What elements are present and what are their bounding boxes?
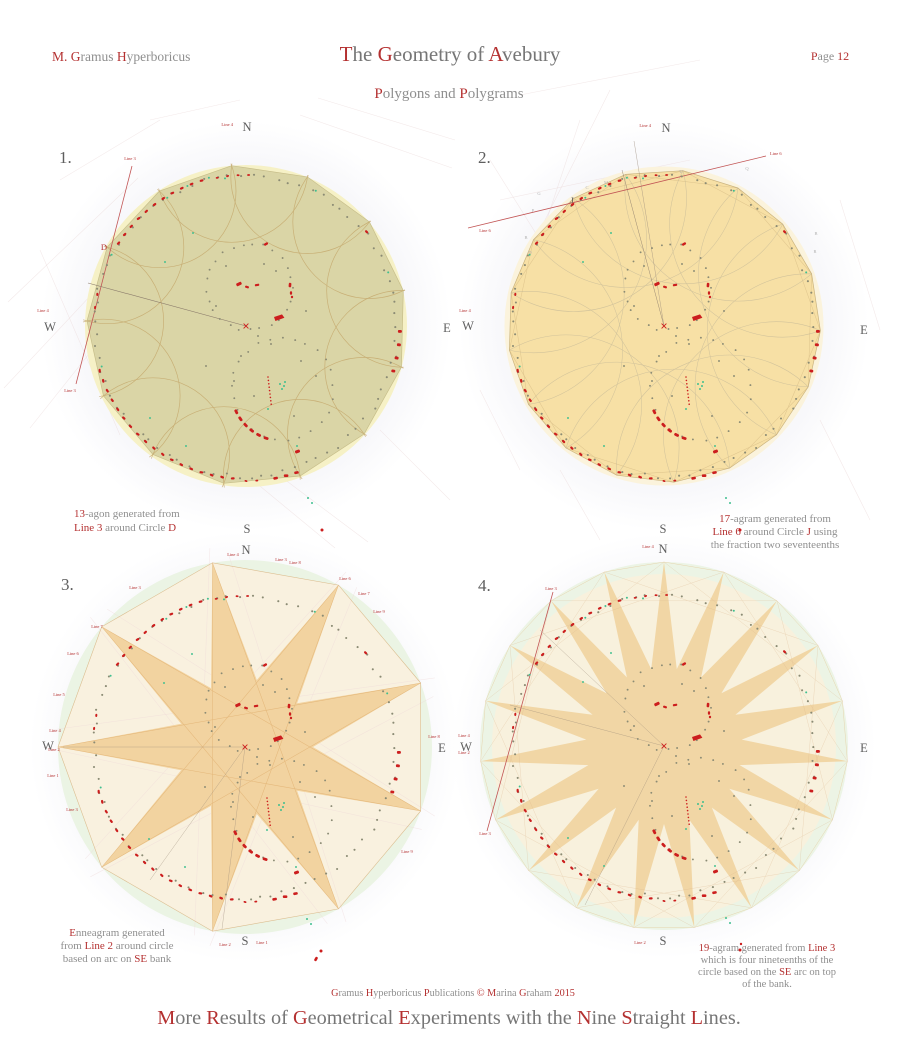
svg-text:W: W [462, 319, 474, 333]
svg-text:Line 2: Line 2 [634, 940, 646, 945]
svg-text:Line 3: Line 3 [275, 557, 287, 562]
svg-text:N: N [242, 120, 251, 134]
svg-text:Line 3: Line 3 [479, 831, 491, 836]
svg-text:Line 2: Line 2 [458, 750, 470, 755]
svg-text:Line 9: Line 9 [401, 849, 413, 854]
svg-text:2.: 2. [478, 148, 491, 167]
svg-text:N: N [241, 543, 250, 557]
svg-text:E: E [443, 321, 451, 335]
svg-text:Line 4: Line 4 [49, 728, 61, 733]
svg-text:which is four nineteenths of t: which is four nineteenths of the [701, 955, 834, 966]
svg-text:Gramus Hyperboricus Publicatio: Gramus Hyperboricus Publications © Marin… [331, 988, 575, 999]
svg-text:Line 3: Line 3 [66, 807, 78, 812]
svg-text:from Line 2 around circle: from Line 2 around circle [60, 940, 173, 952]
svg-text:Line 6: Line 6 [339, 576, 351, 581]
svg-text:17-agram generated from: 17-agram generated from [719, 513, 831, 525]
svg-text:Line 7: Line 7 [91, 624, 103, 629]
svg-text:circle based on the SE arc on: circle based on the SE arc on top [698, 967, 836, 978]
svg-text:Line 8: Line 8 [428, 734, 440, 739]
svg-text:Line 4: Line 4 [37, 308, 49, 313]
svg-text:Line 9: Line 9 [373, 609, 385, 614]
svg-text:Polygons and Polygrams: Polygons and Polygrams [374, 86, 523, 102]
svg-text:M. Gramus Hyperboricus: M. Gramus Hyperboricus [52, 49, 190, 64]
svg-text:More Results of Geometrical Ex: More Results of Geometrical Experiments … [157, 1007, 741, 1029]
svg-text:E: E [860, 323, 868, 337]
svg-text:Line 8: Line 8 [289, 560, 301, 565]
svg-text:Line 4: Line 4 [221, 122, 233, 127]
svg-text:Line 6: Line 6 [770, 151, 782, 156]
svg-text:The Geometry of Avebury: The Geometry of Avebury [340, 42, 561, 66]
svg-text:E: E [860, 741, 868, 755]
svg-text:Line 3: Line 3 [545, 586, 557, 591]
svg-text:Line 6: Line 6 [67, 651, 79, 656]
svg-text:N: N [661, 121, 670, 135]
svg-text:Line 6: Line 6 [479, 228, 491, 233]
svg-text:Line 4: Line 4 [639, 123, 651, 128]
svg-text:3.: 3. [61, 575, 74, 594]
svg-text:W: W [44, 320, 56, 334]
svg-text:Line 6 around Circle J using: Line 6 around Circle J using [713, 526, 838, 538]
svg-text:19-agram generated from Line 3: 19-agram generated from Line 3 [699, 943, 835, 954]
svg-text:Line 7: Line 7 [358, 591, 370, 596]
svg-text:R: R [813, 249, 816, 254]
svg-text:E: E [438, 741, 446, 755]
svg-text:Line 3 around Circle D: Line 3 around Circle D [74, 522, 176, 534]
svg-text:13-agon generated from: 13-agon generated from [74, 508, 180, 520]
svg-text:of the bank.: of the bank. [742, 979, 792, 990]
svg-text:Line 2: Line 2 [48, 747, 60, 752]
svg-text:B: B [524, 235, 527, 240]
svg-text:M: M [604, 180, 608, 185]
svg-text:Line 4: Line 4 [459, 308, 471, 313]
svg-text:1.: 1. [59, 148, 72, 167]
svg-text:N: N [658, 542, 667, 556]
svg-text:Line 4: Line 4 [227, 552, 239, 557]
svg-text:based on arc on SE bank: based on arc on SE bank [63, 953, 172, 965]
svg-text:S: S [242, 934, 249, 948]
svg-text:Line 2: Line 2 [219, 942, 231, 947]
svg-text:B: B [814, 231, 817, 236]
svg-text:C: C [585, 185, 588, 190]
svg-text:Line 4: Line 4 [458, 733, 470, 738]
svg-text:S: S [660, 934, 667, 948]
svg-text:Line 4: Line 4 [642, 544, 654, 549]
svg-text:D: D [101, 242, 107, 252]
svg-text:Line 3: Line 3 [124, 156, 136, 161]
svg-text:S: S [660, 522, 667, 536]
svg-text:Line 5: Line 5 [53, 692, 65, 697]
svg-text:4.: 4. [478, 576, 491, 595]
svg-text:Line 1: Line 1 [256, 940, 268, 945]
svg-text:Line 3: Line 3 [64, 388, 76, 393]
svg-text:Line 3: Line 3 [129, 585, 141, 590]
svg-text:Enneagram generated: Enneagram generated [69, 927, 165, 939]
svg-text:Line 1: Line 1 [47, 773, 59, 778]
svg-text:Page 12: Page 12 [811, 49, 849, 63]
